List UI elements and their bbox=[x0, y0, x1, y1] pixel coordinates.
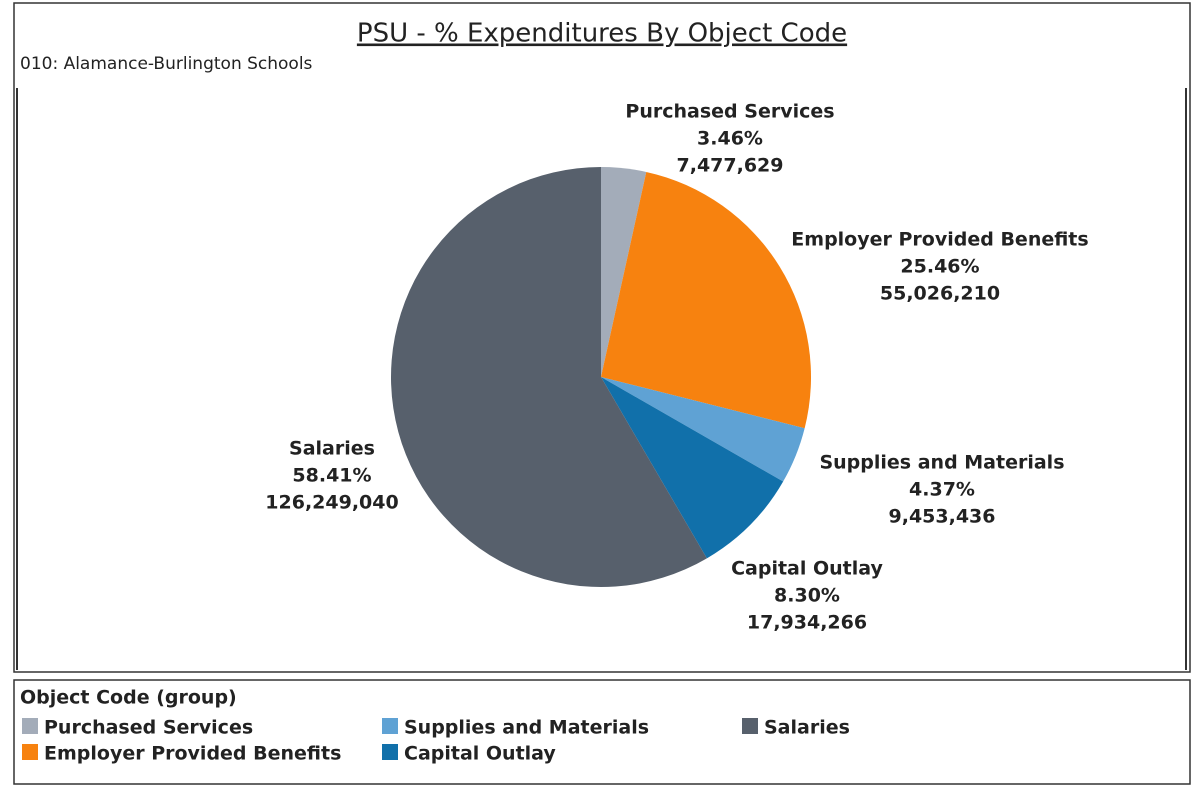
pie-slice bbox=[601, 171, 812, 429]
legend-swatch bbox=[22, 744, 38, 760]
legend-swatch bbox=[742, 718, 758, 734]
slice-label-name: Employer Provided Benefits bbox=[791, 229, 1088, 251]
slice-label-amount: 7,477,629 bbox=[677, 155, 784, 177]
legend-swatch bbox=[382, 744, 398, 760]
legend-label: Purchased Services bbox=[44, 717, 253, 739]
pie-slice bbox=[601, 377, 784, 559]
legend-label: Supplies and Materials bbox=[404, 717, 649, 739]
legend-swatch bbox=[22, 718, 38, 734]
slice-label-amount: 9,453,436 bbox=[889, 506, 996, 528]
slice-label-percent: 8.30% bbox=[774, 585, 840, 607]
legend-label: Salaries bbox=[764, 717, 850, 739]
chart-frame bbox=[13, 2, 1191, 673]
legend-swatch bbox=[382, 718, 398, 734]
legend-label: Capital Outlay bbox=[404, 743, 556, 765]
pie-slice bbox=[391, 167, 707, 587]
slice-label-name: Purchased Services bbox=[625, 101, 834, 123]
slice-label-name: Capital Outlay bbox=[731, 558, 883, 580]
slice-label-amount: 126,249,040 bbox=[265, 492, 398, 514]
slice-label-name: Salaries bbox=[289, 438, 375, 460]
chart-subtitle: 010: Alamance-Burlington Schools bbox=[20, 54, 313, 74]
slice-label-amount: 17,934,266 bbox=[747, 612, 867, 634]
legend-title: Object Code (group) bbox=[20, 687, 237, 709]
slice-label-percent: 4.37% bbox=[909, 479, 975, 501]
chart-title: PSU - % Expenditures By Object Code bbox=[357, 19, 847, 49]
slice-label-amount: 55,026,210 bbox=[880, 283, 1000, 305]
legend-frame bbox=[13, 679, 1191, 785]
legend-label: Employer Provided Benefits bbox=[44, 743, 341, 765]
slice-label-percent: 3.46% bbox=[697, 128, 763, 150]
pie-slice bbox=[601, 167, 647, 377]
slice-label-percent: 58.41% bbox=[292, 465, 371, 487]
slice-label-percent: 25.46% bbox=[900, 256, 979, 278]
pie-slice bbox=[601, 377, 805, 482]
slice-label-name: Supplies and Materials bbox=[819, 452, 1064, 474]
